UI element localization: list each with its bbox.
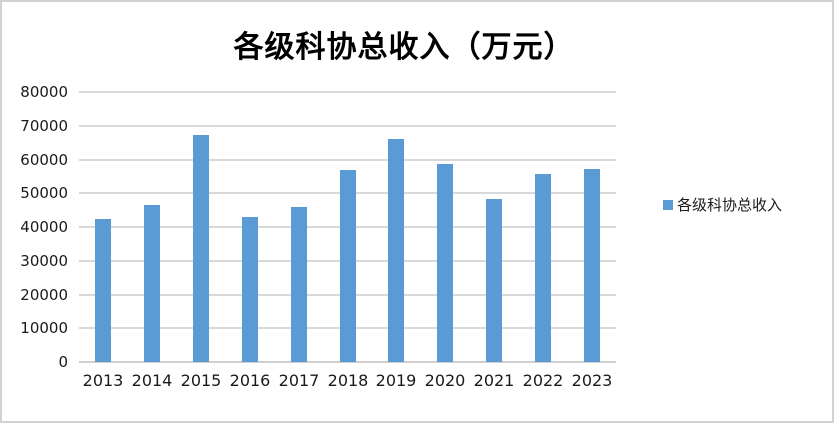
chart-title: 各级科协总收入（万元）	[233, 30, 575, 65]
legend-swatch-icon	[663, 199, 673, 210]
x-tick-label-2020: 2020	[424, 371, 466, 390]
x-tick-label-2021: 2021	[473, 371, 515, 390]
x-axis-labels: 2013 2014 2015 2016 2017 2018 2019 2020 2021 2022…	[79, 370, 616, 394]
y-axis-labels: 80000 70000 60000 50000 40000 30000 20000 10000…	[2, 83, 68, 371]
x-tick-label-2023: 2023	[571, 371, 613, 390]
y-tick-label-10000: 10000	[20, 319, 68, 337]
y-tick-label-50000: 50000	[20, 184, 68, 202]
y-tick-label-80000: 80000	[20, 83, 68, 101]
bar-2022	[535, 174, 551, 362]
bar-2017	[291, 207, 307, 362]
y-tick-label-40000: 40000	[20, 218, 68, 236]
legend: 各级科协总收入	[663, 194, 782, 215]
x-tick-label-2018: 2018	[327, 371, 369, 390]
bar-2013	[95, 219, 111, 362]
bar-2020	[437, 164, 453, 362]
y-tick-label-70000: 70000	[20, 117, 68, 135]
x-tick-label-2013: 2013	[82, 371, 124, 390]
x-tick-label-2016: 2016	[229, 371, 271, 390]
bar-2021	[486, 199, 502, 362]
bar-2023	[584, 169, 600, 362]
bar-2016	[242, 217, 258, 362]
bar-2018	[340, 170, 356, 362]
bar-2015	[193, 135, 209, 362]
x-tick-label-2017: 2017	[278, 371, 320, 390]
gridline-60000	[79, 159, 616, 161]
y-tick-label-60000: 60000	[20, 151, 68, 169]
legend-label: 各级科协总收入	[677, 196, 783, 214]
y-tick-label-20000: 20000	[20, 286, 68, 304]
plot-area	[79, 91, 616, 363]
gridline-80000	[79, 91, 616, 93]
bar-2014	[144, 205, 160, 362]
gridline-70000	[79, 125, 616, 127]
x-axis-line	[79, 361, 616, 363]
bar-2019	[388, 139, 404, 362]
x-tick-label-2019: 2019	[375, 371, 417, 390]
y-tick-label-30000: 30000	[20, 252, 68, 270]
x-tick-label-2022: 2022	[522, 371, 564, 390]
y-tick-label-0: 0	[58, 353, 68, 371]
x-tick-label-2015: 2015	[180, 371, 222, 390]
x-tick-label-2014: 2014	[131, 371, 173, 390]
